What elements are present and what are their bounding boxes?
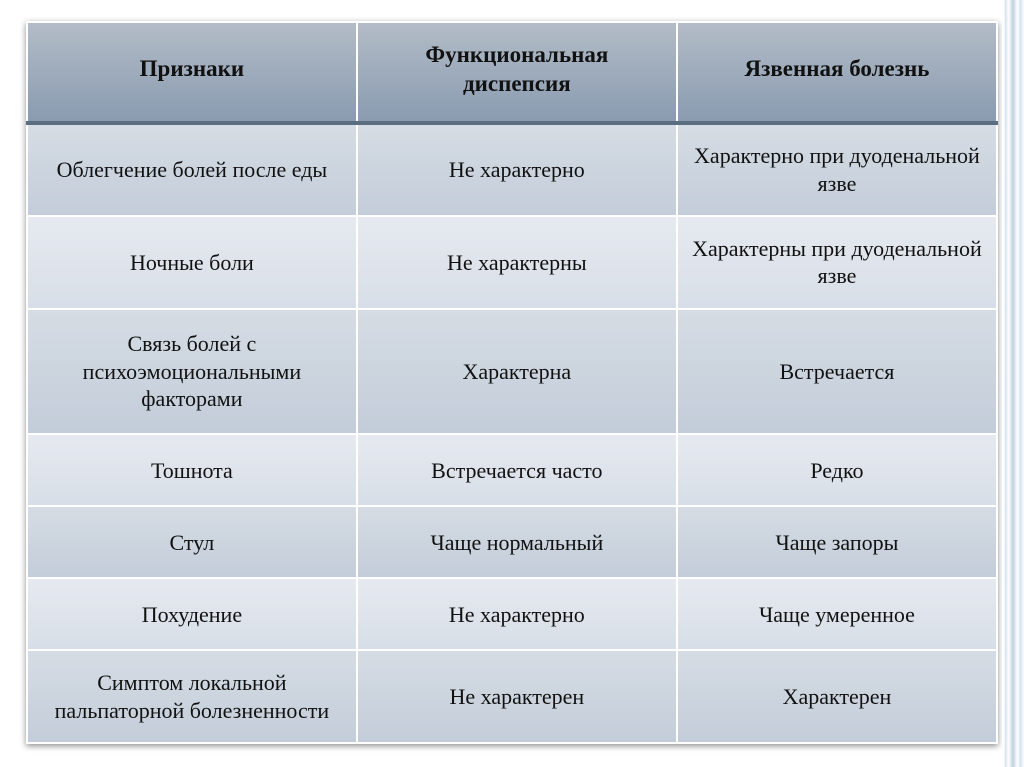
table-row: Связь болей с психоэмоциональными фактор… (27, 309, 997, 435)
cell-sign: Облегчение болей после еды (27, 123, 357, 217)
cell-ud: Чаще запоры (677, 506, 997, 578)
table-row: Облегчение болей после еды Не характерно… (27, 123, 997, 217)
cell-sign: Ночные боли (27, 216, 357, 309)
cell-ud: Редко (677, 434, 997, 506)
table-row: Ночные боли Не характерны Характерны при… (27, 216, 997, 309)
cell-ud: Встречается (677, 309, 997, 435)
comparison-table: Признаки Функциональная диспепсия Язвенн… (26, 21, 998, 744)
cell-sign: Связь болей с психоэмоциональными фактор… (27, 309, 357, 435)
cell-ud: Характерно при дуоденальной язве (677, 123, 997, 217)
cell-sign: Симптом локальной пальпаторной болезненн… (27, 650, 357, 743)
table-row: Тошнота Встречается часто Редко (27, 434, 997, 506)
col-header-ulcer-disease: Язвенная болезнь (677, 22, 997, 123)
col-header-functional-dyspepsia: Функциональная диспепсия (357, 22, 677, 123)
table-row: Симптом локальной пальпаторной болезненн… (27, 650, 997, 743)
slide-container: Признаки Функциональная диспепсия Язвенн… (12, 11, 1012, 756)
cell-ud: Характерен (677, 650, 997, 743)
cell-fd: Чаще нормальный (357, 506, 677, 578)
table-row: Похудение Не характерно Чаще умеренное (27, 578, 997, 650)
table-header-row: Признаки Функциональная диспепсия Язвенн… (27, 22, 997, 123)
right-decorative-ribbon (1002, 0, 1024, 767)
table-row: Стул Чаще нормальный Чаще запоры (27, 506, 997, 578)
cell-fd: Не характерно (357, 578, 677, 650)
cell-fd: Встречается часто (357, 434, 677, 506)
cell-ud: Чаще умеренное (677, 578, 997, 650)
col-header-signs: Признаки (27, 22, 357, 123)
cell-sign: Стул (27, 506, 357, 578)
cell-fd: Не характерны (357, 216, 677, 309)
cell-fd: Характерна (357, 309, 677, 435)
cell-sign: Тошнота (27, 434, 357, 506)
cell-sign: Похудение (27, 578, 357, 650)
cell-ud: Характерны при дуоденальной язве (677, 216, 997, 309)
cell-fd: Не характерно (357, 123, 677, 217)
cell-fd: Не характерен (357, 650, 677, 743)
